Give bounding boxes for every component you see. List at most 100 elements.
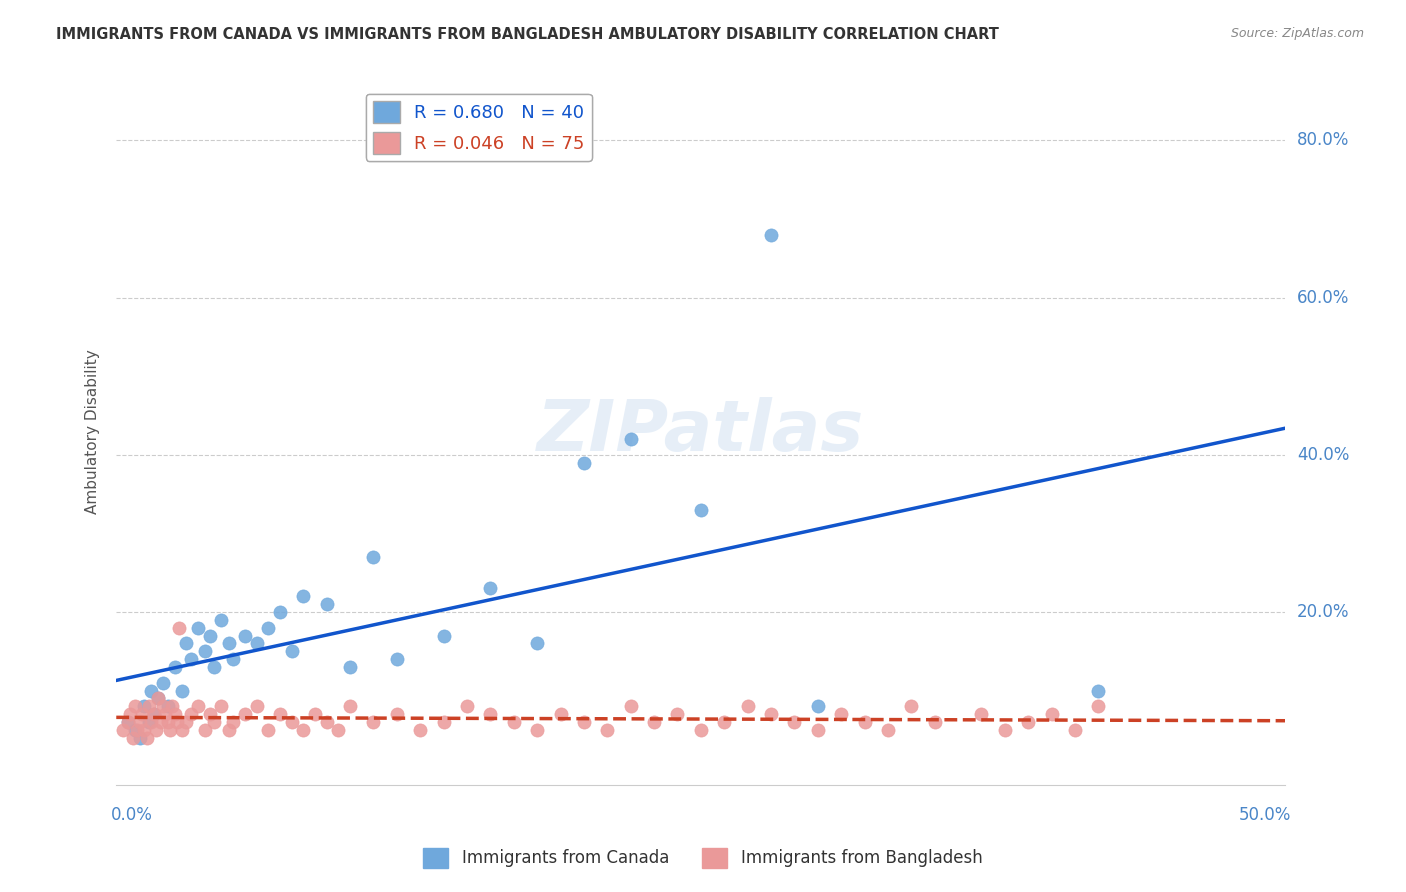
Point bbox=[572, 456, 595, 470]
Point bbox=[121, 731, 143, 745]
Point bbox=[269, 707, 291, 722]
Point bbox=[666, 707, 689, 722]
Point bbox=[433, 714, 456, 729]
Point bbox=[124, 723, 146, 737]
Point bbox=[169, 621, 191, 635]
Point bbox=[689, 723, 711, 737]
Point bbox=[807, 699, 830, 714]
Point bbox=[924, 714, 946, 729]
Point bbox=[222, 652, 245, 666]
Point bbox=[198, 707, 221, 722]
Point bbox=[218, 723, 240, 737]
Point bbox=[713, 714, 735, 729]
Text: 0.0%: 0.0% bbox=[111, 806, 152, 824]
Text: Source: ZipAtlas.com: Source: ZipAtlas.com bbox=[1230, 27, 1364, 40]
Point bbox=[596, 723, 619, 737]
Point bbox=[135, 731, 157, 745]
Text: 60.0%: 60.0% bbox=[1298, 288, 1350, 307]
Point bbox=[170, 723, 193, 737]
Point bbox=[339, 699, 361, 714]
Point bbox=[1087, 683, 1109, 698]
Point bbox=[292, 723, 315, 737]
Point bbox=[550, 707, 572, 722]
Point bbox=[292, 589, 315, 603]
Point bbox=[204, 660, 226, 674]
Point bbox=[737, 699, 759, 714]
Point bbox=[759, 227, 782, 242]
Point bbox=[222, 714, 245, 729]
Point bbox=[152, 699, 174, 714]
Point bbox=[117, 714, 139, 729]
Text: 40.0%: 40.0% bbox=[1298, 446, 1350, 464]
Point bbox=[138, 714, 160, 729]
Point bbox=[479, 582, 502, 596]
Legend: Immigrants from Canada, Immigrants from Bangladesh: Immigrants from Canada, Immigrants from … bbox=[416, 841, 990, 875]
Point bbox=[280, 644, 302, 658]
Point bbox=[170, 683, 193, 698]
Point bbox=[689, 502, 711, 516]
Point bbox=[620, 699, 643, 714]
Point bbox=[830, 707, 852, 722]
Point bbox=[643, 714, 665, 729]
Point bbox=[280, 714, 302, 729]
Point bbox=[245, 699, 267, 714]
Point bbox=[134, 723, 156, 737]
Point bbox=[433, 628, 456, 642]
Legend: R = 0.680   N = 40, R = 0.046   N = 75: R = 0.680 N = 40, R = 0.046 N = 75 bbox=[366, 94, 592, 161]
Point bbox=[141, 714, 163, 729]
Point bbox=[141, 683, 163, 698]
Point bbox=[900, 699, 922, 714]
Point bbox=[131, 707, 153, 722]
Point bbox=[163, 660, 186, 674]
Point bbox=[138, 699, 160, 714]
Text: 50.0%: 50.0% bbox=[1239, 806, 1291, 824]
Point bbox=[385, 707, 408, 722]
Point bbox=[257, 723, 280, 737]
Point bbox=[156, 699, 179, 714]
Point bbox=[328, 723, 350, 737]
Point bbox=[759, 707, 782, 722]
Point bbox=[970, 707, 993, 722]
Point bbox=[159, 723, 181, 737]
Point bbox=[1064, 723, 1087, 737]
Point bbox=[204, 714, 226, 729]
Point bbox=[572, 714, 595, 729]
Point bbox=[269, 605, 291, 619]
Text: 20.0%: 20.0% bbox=[1298, 603, 1350, 621]
Point bbox=[117, 714, 139, 729]
Point bbox=[620, 432, 643, 446]
Point bbox=[1040, 707, 1063, 722]
Text: 80.0%: 80.0% bbox=[1298, 131, 1350, 149]
Point bbox=[1087, 699, 1109, 714]
Point bbox=[124, 699, 146, 714]
Point bbox=[877, 723, 900, 737]
Point bbox=[409, 723, 432, 737]
Point bbox=[218, 636, 240, 650]
Point bbox=[853, 714, 876, 729]
Point bbox=[233, 707, 256, 722]
Point bbox=[385, 652, 408, 666]
Point bbox=[456, 699, 478, 714]
Point bbox=[245, 636, 267, 650]
Point bbox=[1017, 714, 1039, 729]
Point bbox=[233, 628, 256, 642]
Point bbox=[211, 699, 233, 714]
Point bbox=[112, 723, 135, 737]
Point bbox=[783, 714, 806, 729]
Point bbox=[363, 714, 385, 729]
Point bbox=[180, 652, 202, 666]
Point bbox=[304, 707, 326, 722]
Point bbox=[339, 660, 361, 674]
Point bbox=[134, 699, 156, 714]
Point bbox=[149, 714, 172, 729]
Point bbox=[807, 723, 830, 737]
Point bbox=[128, 731, 150, 745]
Point bbox=[152, 675, 174, 690]
Point bbox=[128, 714, 150, 729]
Y-axis label: Ambulatory Disability: Ambulatory Disability bbox=[86, 349, 100, 514]
Point bbox=[315, 714, 337, 729]
Point bbox=[148, 691, 170, 706]
Point bbox=[187, 621, 209, 635]
Text: IMMIGRANTS FROM CANADA VS IMMIGRANTS FROM BANGLADESH AMBULATORY DISABILITY CORRE: IMMIGRANTS FROM CANADA VS IMMIGRANTS FRO… bbox=[56, 27, 1000, 42]
Point bbox=[142, 707, 165, 722]
